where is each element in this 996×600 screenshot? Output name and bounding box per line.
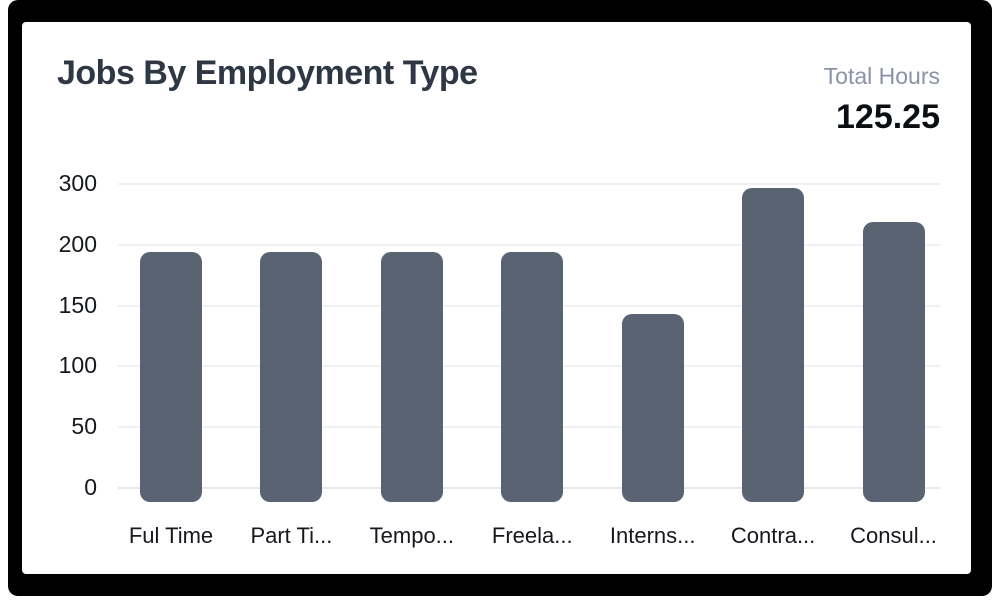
x-axis-category-label: Consul... (850, 523, 937, 548)
x-axis-category-label: Freela... (491, 523, 573, 548)
y-axis-tick-label: 50 (71, 413, 97, 440)
y-axis-tick-label: 0 (84, 474, 97, 500)
y-axis-tick-label: 150 (58, 291, 97, 318)
jobs-by-employment-type-card: Jobs By Employment Type Total Hours 125.… (22, 22, 971, 574)
y-axis-tick-label: 200 (58, 230, 97, 257)
x-axis-category-label: Tempo... (369, 523, 455, 548)
bar-contra[interactable] (742, 188, 805, 502)
x-axis-category-label: Ful Time (128, 523, 214, 548)
bar-freela[interactable] (501, 252, 564, 502)
gridline (118, 183, 940, 185)
y-axis-tick-label: 300 (58, 170, 97, 196)
total-hours-label: Total Hours (823, 63, 940, 89)
bar-interns[interactable] (621, 314, 684, 502)
chart-title: Jobs By Employment Type (57, 54, 478, 92)
total-hours-block: Total Hours 125.25 (824, 62, 940, 137)
bar-tempo[interactable] (380, 252, 443, 502)
bar-consul[interactable] (862, 222, 925, 502)
y-axis-tick-label: 100 (58, 352, 97, 379)
x-axis-category-label: Interns... (609, 523, 696, 548)
gridline (118, 243, 940, 246)
bar-ful-time[interactable] (140, 252, 202, 502)
bar-part-ti[interactable] (260, 252, 323, 502)
x-axis-category-label: Part Ti... (250, 523, 333, 548)
total-hours-value: 125.25 (836, 97, 940, 136)
plot-area: 0 50 100 150 200 300 Ful Time Part Ti... Tempo..… (22, 22, 971, 574)
x-axis-category-label: Contra... (730, 523, 816, 548)
